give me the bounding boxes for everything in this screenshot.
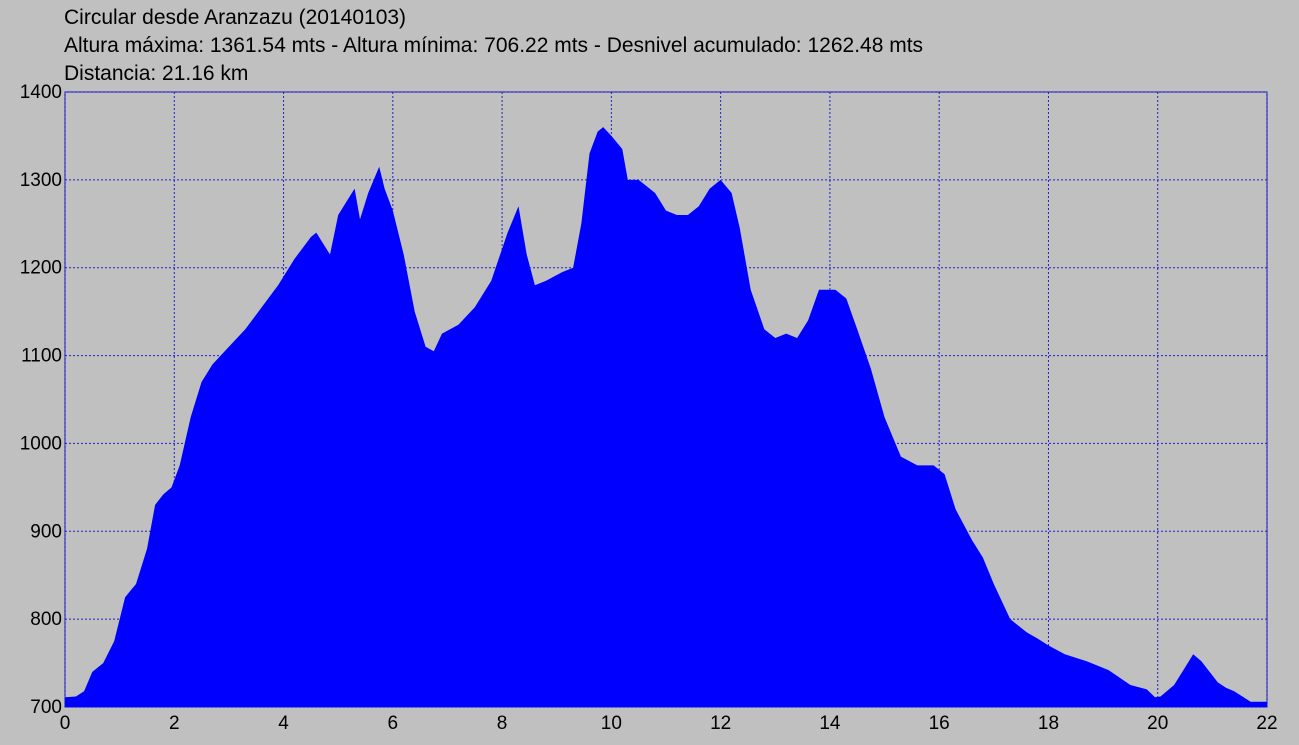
x-tick-label-12: 12 <box>710 713 731 734</box>
y-tick-label-1100: 1100 <box>21 346 62 367</box>
y-tick-label-1400: 1400 <box>20 82 62 103</box>
x-tick-label-2: 2 <box>169 713 180 734</box>
x-tick-label-22: 22 <box>1256 713 1277 734</box>
y-tick-label-800: 800 <box>30 609 62 630</box>
chart-title: Circular desde Aranzazu (20140103) <box>64 6 407 29</box>
x-tick-label-14: 14 <box>819 713 841 734</box>
chart-header: Circular desde Aranzazu (20140103) Altur… <box>64 4 923 88</box>
y-tick-label-1300: 1300 <box>20 170 62 191</box>
x-tick-label-8: 8 <box>497 713 508 734</box>
y-tick-label-700: 700 <box>30 697 62 718</box>
y-tick-label-1200: 1200 <box>20 258 62 279</box>
x-tick-label-0: 0 <box>60 713 71 734</box>
x-tick-label-18: 18 <box>1038 713 1059 734</box>
x-tick-label-4: 4 <box>278 713 289 734</box>
y-tick-label-1000: 1000 <box>20 433 62 454</box>
chart-stats: Altura máxima: 1361.54 mts - Altura míni… <box>64 34 924 57</box>
x-tick-label-20: 20 <box>1147 713 1168 734</box>
elevation-area <box>65 127 1267 708</box>
chart-distance: Distancia: 21.16 km <box>64 62 249 85</box>
x-tick-label-6: 6 <box>388 713 399 734</box>
x-tick-label-16: 16 <box>929 713 950 734</box>
x-tick-label-10: 10 <box>601 713 622 734</box>
y-axis-ticks: 700 800 900 1000 1100 1200 1300 1400 <box>20 82 62 718</box>
x-axis-ticks: 0 2 4 6 8 10 12 14 16 18 20 22 <box>60 713 1278 734</box>
y-tick-label-900: 900 <box>30 521 62 542</box>
